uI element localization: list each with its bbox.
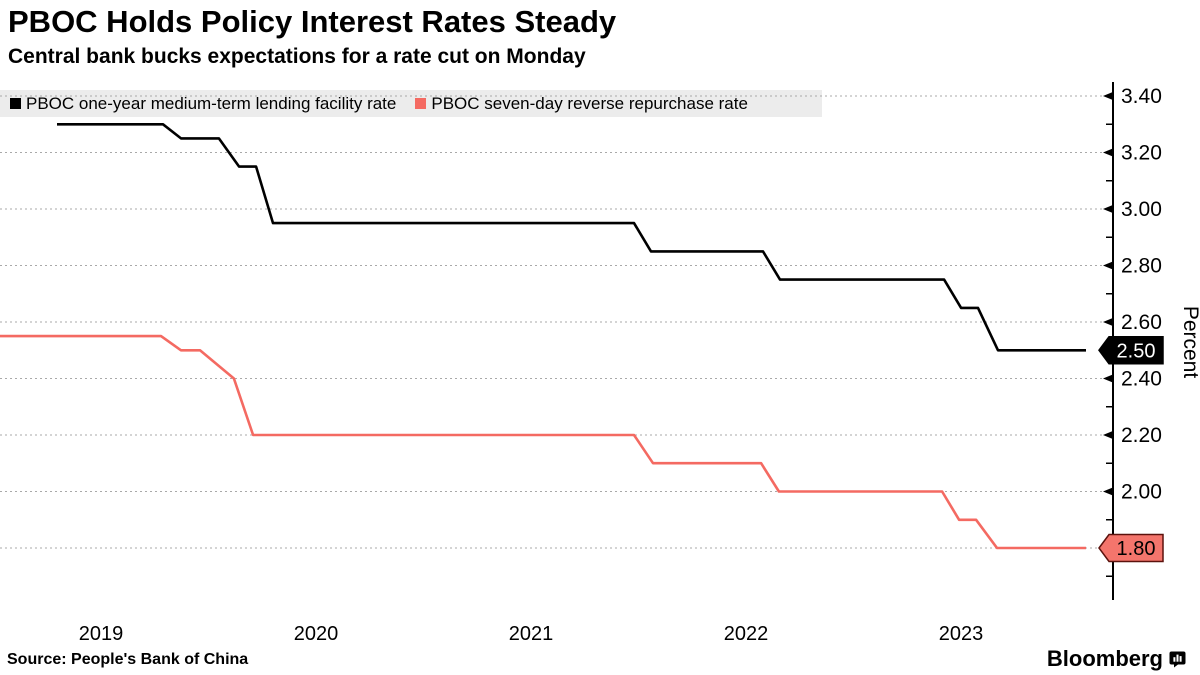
x-tick-label: 2021 — [509, 623, 554, 645]
y-major-tick — [1103, 374, 1114, 383]
y-major-tick — [1103, 148, 1114, 157]
bloomberg-logo: Bloomberg — [1047, 646, 1186, 672]
legend-item-0: PBOC one-year medium-term lending facili… — [10, 95, 396, 112]
legend-item-1: PBOC seven-day reverse repurchase rate — [415, 95, 748, 112]
x-tick-label: 2020 — [294, 623, 339, 645]
value-badge-0 — [1098, 336, 1164, 365]
x-tick-label: 2023 — [939, 623, 984, 645]
y-tick-label: 2.20 — [1121, 424, 1162, 447]
y-tick-label: 3.20 — [1121, 142, 1162, 165]
x-tick-label: 2022 — [724, 623, 769, 645]
y-tick-label: 3.40 — [1121, 85, 1162, 108]
page-title: PBOC Holds Policy Interest Rates Steady — [8, 4, 617, 39]
y-major-tick — [1103, 261, 1114, 270]
value-badge-1 — [1098, 533, 1164, 563]
value-badge-label: 1.80 — [1117, 538, 1156, 560]
y-major-tick — [1103, 487, 1114, 496]
bloomberg-wordmark: Bloomberg — [1046, 646, 1163, 671]
y-major-tick — [1103, 91, 1114, 101]
x-tick-label: 2019 — [79, 623, 124, 645]
y-major-tick — [1103, 430, 1114, 440]
chart-legend: PBOC one-year medium-term lending facili… — [0, 90, 822, 117]
legend-label: PBOC one-year medium-term lending facili… — [26, 94, 397, 113]
legend-swatch-icon — [10, 98, 21, 109]
y-major-tick — [1103, 317, 1114, 327]
bloomberg-logo-icon — [1169, 651, 1186, 667]
value-badge-label: 2.50 — [1117, 340, 1156, 362]
source-note: Source: People's Bank of China — [7, 651, 249, 668]
series-line-1 — [0, 334, 1086, 550]
legend-label: PBOC seven-day reverse repurchase rate — [431, 94, 748, 113]
y-tick-label: 3.00 — [1121, 198, 1162, 221]
legend-swatch-icon — [415, 98, 427, 109]
y-tick-label: 2.60 — [1121, 311, 1162, 334]
y-tick-label: 2.40 — [1121, 368, 1162, 391]
page-subtitle: Central bank bucks expectations for a ra… — [8, 45, 586, 68]
y-major-tick — [1103, 204, 1114, 214]
series-line-0 — [57, 123, 1086, 352]
y-axis-unit-label: Percent — [1179, 306, 1200, 379]
y-tick-label: 2.80 — [1121, 255, 1162, 278]
y-tick-label: 2.00 — [1121, 481, 1162, 504]
